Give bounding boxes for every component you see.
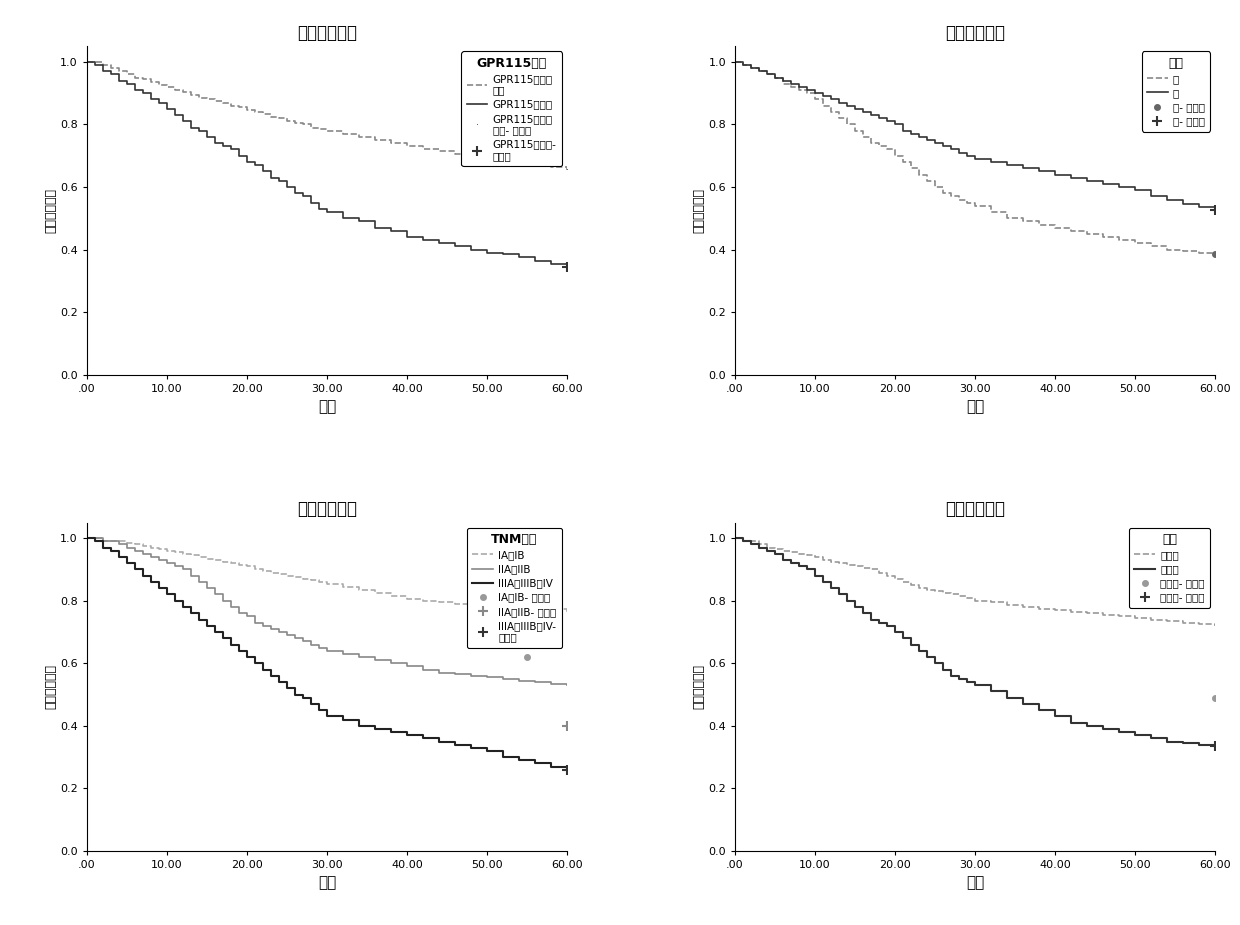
Legend: 男, 女, 男- 检删后, 女- 检删后: 男, 女, 男- 检删后, 女- 检删后 — [1142, 52, 1210, 131]
Legend: IA和IB, IIA和IIB, IIIA、IIIB和IV, IA和IB- 检删后, IIA和IIB- 检删后, IIIA、IIIB和IV-
检删后: IA和IB, IIA和IIB, IIIA、IIIB和IV, IA和IB- 检删后… — [467, 528, 562, 648]
Legend: GPR115低或无
表达, GPR115高表达, GPR115低或无
表达- 检删后, GPR115高表达-
检删后: GPR115低或无 表达, GPR115高表达, GPR115低或无 表达- 检… — [461, 52, 562, 166]
Y-axis label: 累积生存分析: 累积生存分析 — [45, 188, 57, 233]
X-axis label: 月份: 月份 — [317, 400, 336, 414]
X-axis label: 月份: 月份 — [317, 876, 336, 891]
Title: 生存分析函数: 生存分析函数 — [296, 500, 357, 518]
Legend: 高分化, 中分化, 高分化- 检删后, 中分化- 检删后: 高分化, 中分化, 高分化- 检删后, 中分化- 检删后 — [1130, 528, 1210, 608]
Y-axis label: 累积生存分析: 累积生存分析 — [692, 664, 706, 709]
X-axis label: 月份: 月份 — [966, 400, 985, 414]
Title: 生存分析函数: 生存分析函数 — [945, 500, 1006, 518]
Y-axis label: 累积生存分析: 累积生存分析 — [692, 188, 706, 233]
Y-axis label: 累积生存分析: 累积生存分析 — [45, 664, 57, 709]
X-axis label: 月份: 月份 — [966, 876, 985, 891]
Title: 生存分析函数: 生存分析函数 — [945, 24, 1006, 42]
Title: 生存分析函数: 生存分析函数 — [296, 24, 357, 42]
